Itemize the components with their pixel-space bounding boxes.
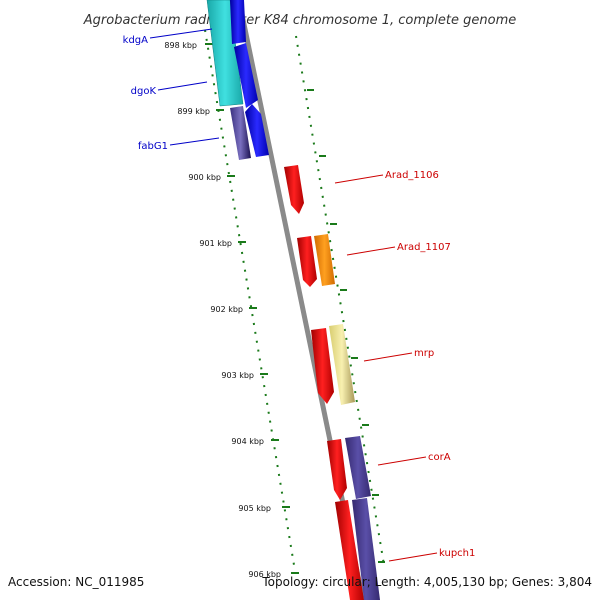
cds-dgoK-blue [234,43,258,108]
cds-mrp-red [311,328,334,404]
tick-label-898: 898 kbp [164,41,197,50]
tick-label-900: 900 kbp [188,173,221,182]
map-title: Agrobacterium radiobacter K84 chromosome… [83,13,516,28]
leader-arad1106 [334,174,384,184]
cds-fabG1-slate [230,106,251,160]
leader-corA [377,456,427,466]
cds-mrp-khaki [329,324,355,405]
topology-text: Topology: circular; Length: 4,005,130 bp… [261,575,592,589]
tick-label-901: 901 kbp [199,239,232,248]
gene-label-dgoK[interactable]: dgoK [131,86,157,97]
cds-fabG1-blue [245,104,269,157]
cds-kupch1-slate [352,498,380,600]
cds-corA-red [327,439,347,500]
gene-label-mrp[interactable]: mrp [414,348,434,359]
tick-label-903: 903 kbp [221,371,254,380]
cds-arad1107-orange [314,234,335,286]
leader-dgoK [157,81,208,91]
cds-corA-slate [345,436,371,499]
leader-kupch1 [388,552,438,562]
gene-label-fabG1[interactable]: fabG1 [138,141,168,152]
tick-label-899: 899 kbp [177,107,210,116]
tick-label-906: 906 kbp [248,570,281,579]
leader-arad1107 [346,246,396,256]
cds-kupch1-red [335,500,364,600]
tick-label-904: 904 kbp [231,437,264,446]
gene-label-arad1106[interactable]: Arad_1106 [385,170,439,181]
tick-label-902: 902 kbp [210,305,243,314]
gene-label-kdgA[interactable]: kdgA [123,35,148,46]
tick-label-905: 905 kbp [238,504,271,513]
outer-dotted-ring-left [204,29,295,566]
backbone-line [236,0,366,600]
cds-kdgA-cyan [206,0,244,107]
cds-kdgA-blue [230,0,246,44]
gene-label-corA[interactable]: corA [428,452,451,463]
leader-fabG1 [169,137,220,146]
cds-arad1107-red [297,236,317,287]
gene-label-arad1107[interactable]: Arad_1107 [397,242,451,253]
cds-arad1106 [284,165,304,214]
accession-text: Accession: NC_011985 [8,575,144,589]
leader-mrp [363,352,413,362]
leader-kdgA [149,28,213,39]
gene-label-kupch1[interactable]: kupch1 [439,548,475,559]
